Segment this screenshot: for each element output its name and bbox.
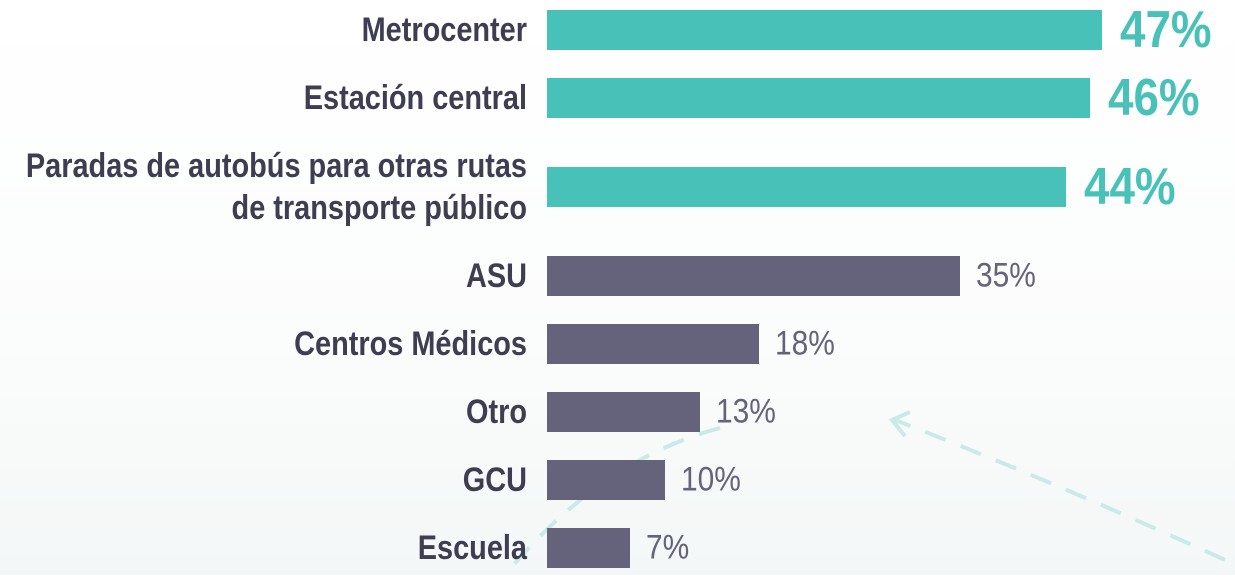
- plot-area: 35%: [547, 256, 1207, 296]
- plot-area: 13%: [547, 392, 1207, 432]
- plot-area: 18%: [547, 324, 1207, 364]
- bar: [547, 528, 630, 568]
- category-label: ASU: [465, 257, 527, 295]
- bar-row: Otro 13%: [0, 378, 1235, 446]
- bar-row: GCU 10%: [0, 446, 1235, 514]
- bar-row: Centros Médicos 18%: [0, 310, 1235, 378]
- category-label: Escuela: [417, 529, 527, 567]
- bar: [547, 460, 665, 500]
- plot-area: 44%: [547, 158, 1207, 216]
- bar-row: Estación central 46%: [0, 64, 1235, 132]
- bar-row: Escuela 7%: [0, 514, 1235, 582]
- bar-row: Metrocenter 47%: [0, 0, 1235, 64]
- bar-row: ASU 35%: [0, 242, 1235, 310]
- category-label: Paradas de autobús para otras rutas de t…: [25, 147, 527, 227]
- value-label: 13%: [716, 392, 777, 431]
- category-label: Centros Médicos: [294, 325, 527, 363]
- plot-area: 10%: [547, 460, 1207, 500]
- value-label: 47%: [1119, 1, 1212, 59]
- value-label: 46%: [1107, 69, 1200, 127]
- bar: [547, 167, 1067, 207]
- bar: [547, 392, 701, 432]
- value-label: 44%: [1084, 158, 1176, 216]
- bar: [547, 78, 1090, 118]
- plot-area: 46%: [547, 69, 1207, 127]
- bar: [547, 256, 960, 296]
- plot-area: 47%: [547, 1, 1211, 59]
- category-label: Otro: [465, 393, 527, 431]
- value-label: 10%: [681, 460, 741, 499]
- bar: [547, 10, 1102, 50]
- value-label: 18%: [775, 324, 836, 363]
- arrow-head: [888, 410, 911, 438]
- value-label: 35%: [976, 256, 1036, 295]
- category-label: Estación central: [303, 79, 527, 117]
- plot-area: 7%: [547, 528, 1207, 568]
- value-label: 7%: [645, 528, 689, 567]
- dashed-arrow: [894, 418, 1226, 562]
- bar: [547, 324, 760, 364]
- category-label: GCU: [462, 461, 527, 499]
- category-label: Metrocenter: [361, 11, 527, 49]
- bar-row: Paradas de autobús para otras rutas de t…: [0, 132, 1235, 242]
